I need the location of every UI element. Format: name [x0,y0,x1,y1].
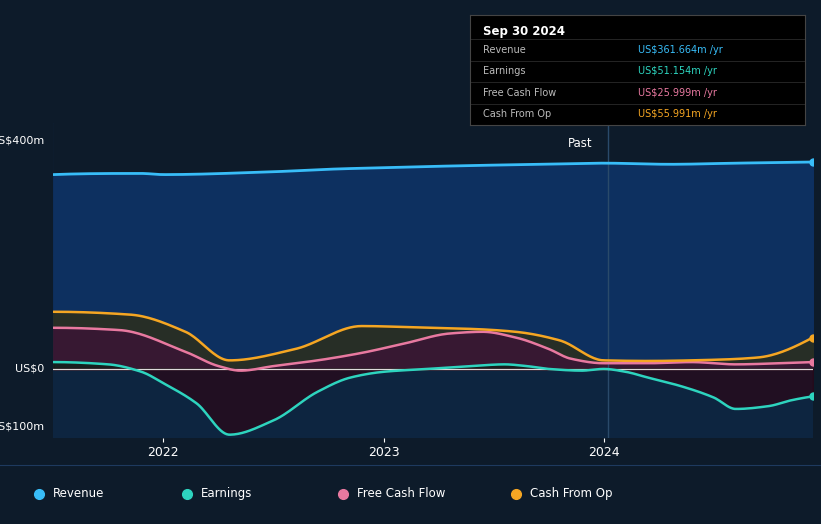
Text: Free Cash Flow: Free Cash Flow [484,88,557,98]
Text: US$361.664m /yr: US$361.664m /yr [637,45,722,55]
Text: Earnings: Earnings [484,67,526,77]
Text: Revenue: Revenue [53,487,105,500]
Text: Revenue: Revenue [484,45,526,55]
Text: Free Cash Flow: Free Cash Flow [357,487,446,500]
Text: Cash From Op: Cash From Op [484,110,552,119]
Text: Earnings: Earnings [201,487,253,500]
Text: US$25.999m /yr: US$25.999m /yr [637,88,717,98]
Text: US$0: US$0 [15,364,44,374]
Text: Sep 30 2024: Sep 30 2024 [484,25,566,38]
Text: US$51.154m /yr: US$51.154m /yr [637,67,717,77]
Text: Past: Past [568,137,593,150]
Text: US$400m: US$400m [0,135,44,145]
Text: -US$100m: -US$100m [0,421,44,431]
Text: Cash From Op: Cash From Op [530,487,612,500]
Text: US$55.991m /yr: US$55.991m /yr [637,110,717,119]
